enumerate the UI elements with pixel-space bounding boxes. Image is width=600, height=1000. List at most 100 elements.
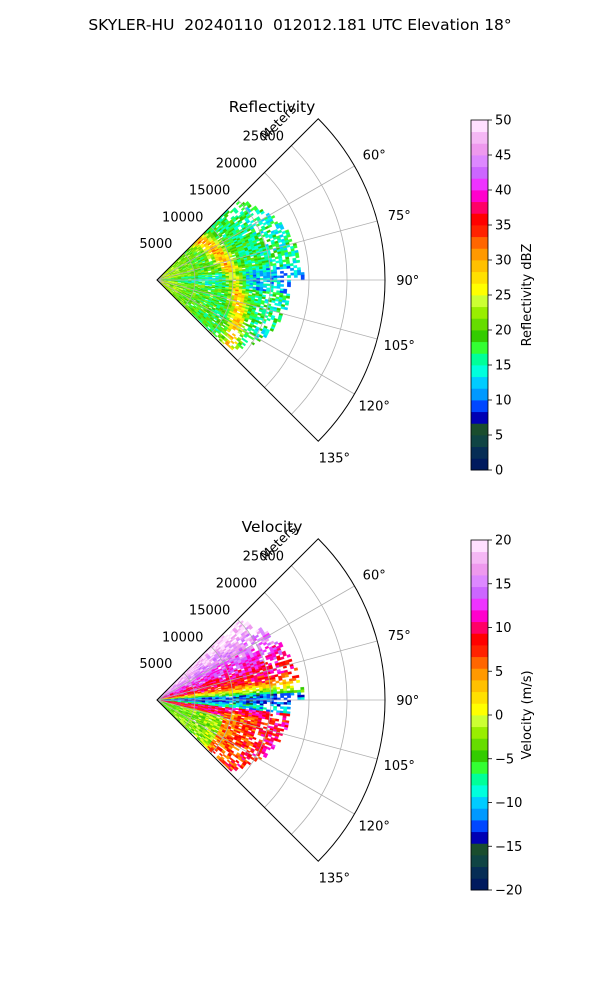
range-gate-cell (177, 697, 182, 699)
range-gate-cell (259, 281, 264, 284)
range-gate-cell (249, 276, 254, 279)
range-gate-cell (287, 695, 291, 698)
azimuth-tick-label: 60° (363, 149, 386, 164)
range-gate-cell (273, 641, 279, 646)
range-gate-cell (280, 690, 284, 694)
colorbar-tick-label: 30 (495, 254, 512, 269)
colorbar-swatch (471, 318, 488, 331)
colorbar-swatch (471, 376, 488, 389)
range-gate-cell (273, 691, 278, 695)
range-gate-cell (265, 291, 270, 294)
range-gate-cell (221, 705, 226, 708)
range-gate-cell (254, 634, 260, 639)
range-gate-cell (262, 649, 267, 653)
colorbar-tick-label: 15 (495, 359, 512, 374)
range-gate-cell (267, 224, 273, 228)
range-gate-cell (242, 276, 247, 279)
range-gate-cell (288, 658, 293, 663)
range-gate-cell (272, 294, 277, 297)
azimuth-tick-label: 75° (388, 209, 411, 224)
range-gate-cell (225, 694, 230, 697)
range-gate-cell (266, 275, 271, 279)
range-gate-cell (240, 324, 246, 329)
range-gate-cell (270, 214, 276, 220)
range-gate-cell (273, 285, 278, 289)
range-gate-cell (280, 656, 285, 660)
range-gate-cell (211, 286, 216, 289)
range-tick-label: 10000 (162, 210, 203, 225)
colorbar-tick-label: 5 (495, 429, 503, 444)
range-gate-cell (263, 696, 267, 699)
colorbar-swatch (471, 120, 488, 133)
range-gate-cell (260, 210, 265, 215)
range-gate-cell (252, 694, 257, 697)
range-gate-cell (238, 724, 243, 728)
colorbar-tick-label: 45 (495, 149, 512, 164)
range-gate-cell (256, 274, 261, 277)
range-gate-cell (275, 260, 280, 264)
range-gate-cell (273, 707, 277, 711)
range-gate-cell (297, 269, 301, 273)
range-gate-cell (283, 693, 288, 696)
range-gate-cell (256, 696, 261, 699)
range-gate-cell (265, 717, 269, 720)
range-gate-cell (229, 697, 233, 699)
colorbar-swatch (471, 166, 488, 179)
range-gate-cell (266, 229, 271, 234)
range-gate-cell (271, 300, 276, 304)
range-gate-cell (246, 281, 250, 284)
colorbar-swatch (471, 400, 488, 413)
range-gate-cell (252, 696, 257, 699)
colorbar-tick-label: 10 (495, 394, 512, 409)
range-gate-cell (273, 701, 278, 705)
range-gate-cell (241, 342, 247, 347)
range-gate-cell (292, 677, 297, 682)
range-gate-cell (280, 275, 285, 278)
range-gate-cell (288, 238, 293, 243)
range-gate-cell (240, 206, 246, 212)
colorbar-swatch (471, 131, 488, 144)
colorbar-swatch (471, 295, 488, 308)
range-gate-cell (249, 693, 254, 696)
range-gate-cell (300, 274, 305, 278)
range-gate-cell (263, 701, 267, 704)
colorbar-swatch (471, 423, 488, 436)
range-gate-cell (287, 702, 291, 705)
colorbar-swatch (471, 201, 488, 214)
range-gate-cell (259, 694, 264, 697)
range-gate-cell (266, 689, 271, 693)
range-gate-cell (242, 696, 247, 699)
range-gate-cell (271, 258, 276, 262)
range-gate-cell (290, 687, 294, 691)
range-gate-cell (263, 304, 268, 308)
range-gate-cell (246, 696, 250, 699)
range-gate-cell (241, 687, 246, 690)
range-gate-cell (279, 226, 285, 231)
range-gate-cell (288, 253, 293, 257)
range-gate-cell (211, 273, 216, 276)
range-gate-cell (280, 306, 285, 310)
range-gate-cell (283, 702, 288, 705)
range-gate-cell (242, 275, 247, 278)
range-gate-cell (204, 284, 209, 286)
range-gate-cell (266, 269, 271, 273)
radar-data (159, 200, 305, 351)
range-gate-cell (248, 291, 253, 294)
velocity-panel (156, 538, 492, 891)
range-gate-cell (280, 695, 285, 698)
range-gate-cell (246, 694, 250, 698)
range-gate-cell (217, 687, 222, 690)
colorbar-swatch (471, 178, 488, 191)
colorbar-swatch (471, 248, 488, 261)
range-gate-cell (293, 245, 298, 249)
range-gate-cell (262, 692, 267, 695)
range-gate-cell (252, 283, 257, 286)
range-gate-cell (296, 259, 301, 264)
range-gate-cell (275, 680, 280, 684)
range-gate-cell (263, 694, 267, 697)
range-gate-cell (290, 272, 295, 276)
range-gate-cell (255, 689, 260, 692)
colorbar-swatch (471, 190, 488, 203)
range-gate-cell (293, 270, 298, 273)
range-gate-cell (252, 276, 257, 279)
